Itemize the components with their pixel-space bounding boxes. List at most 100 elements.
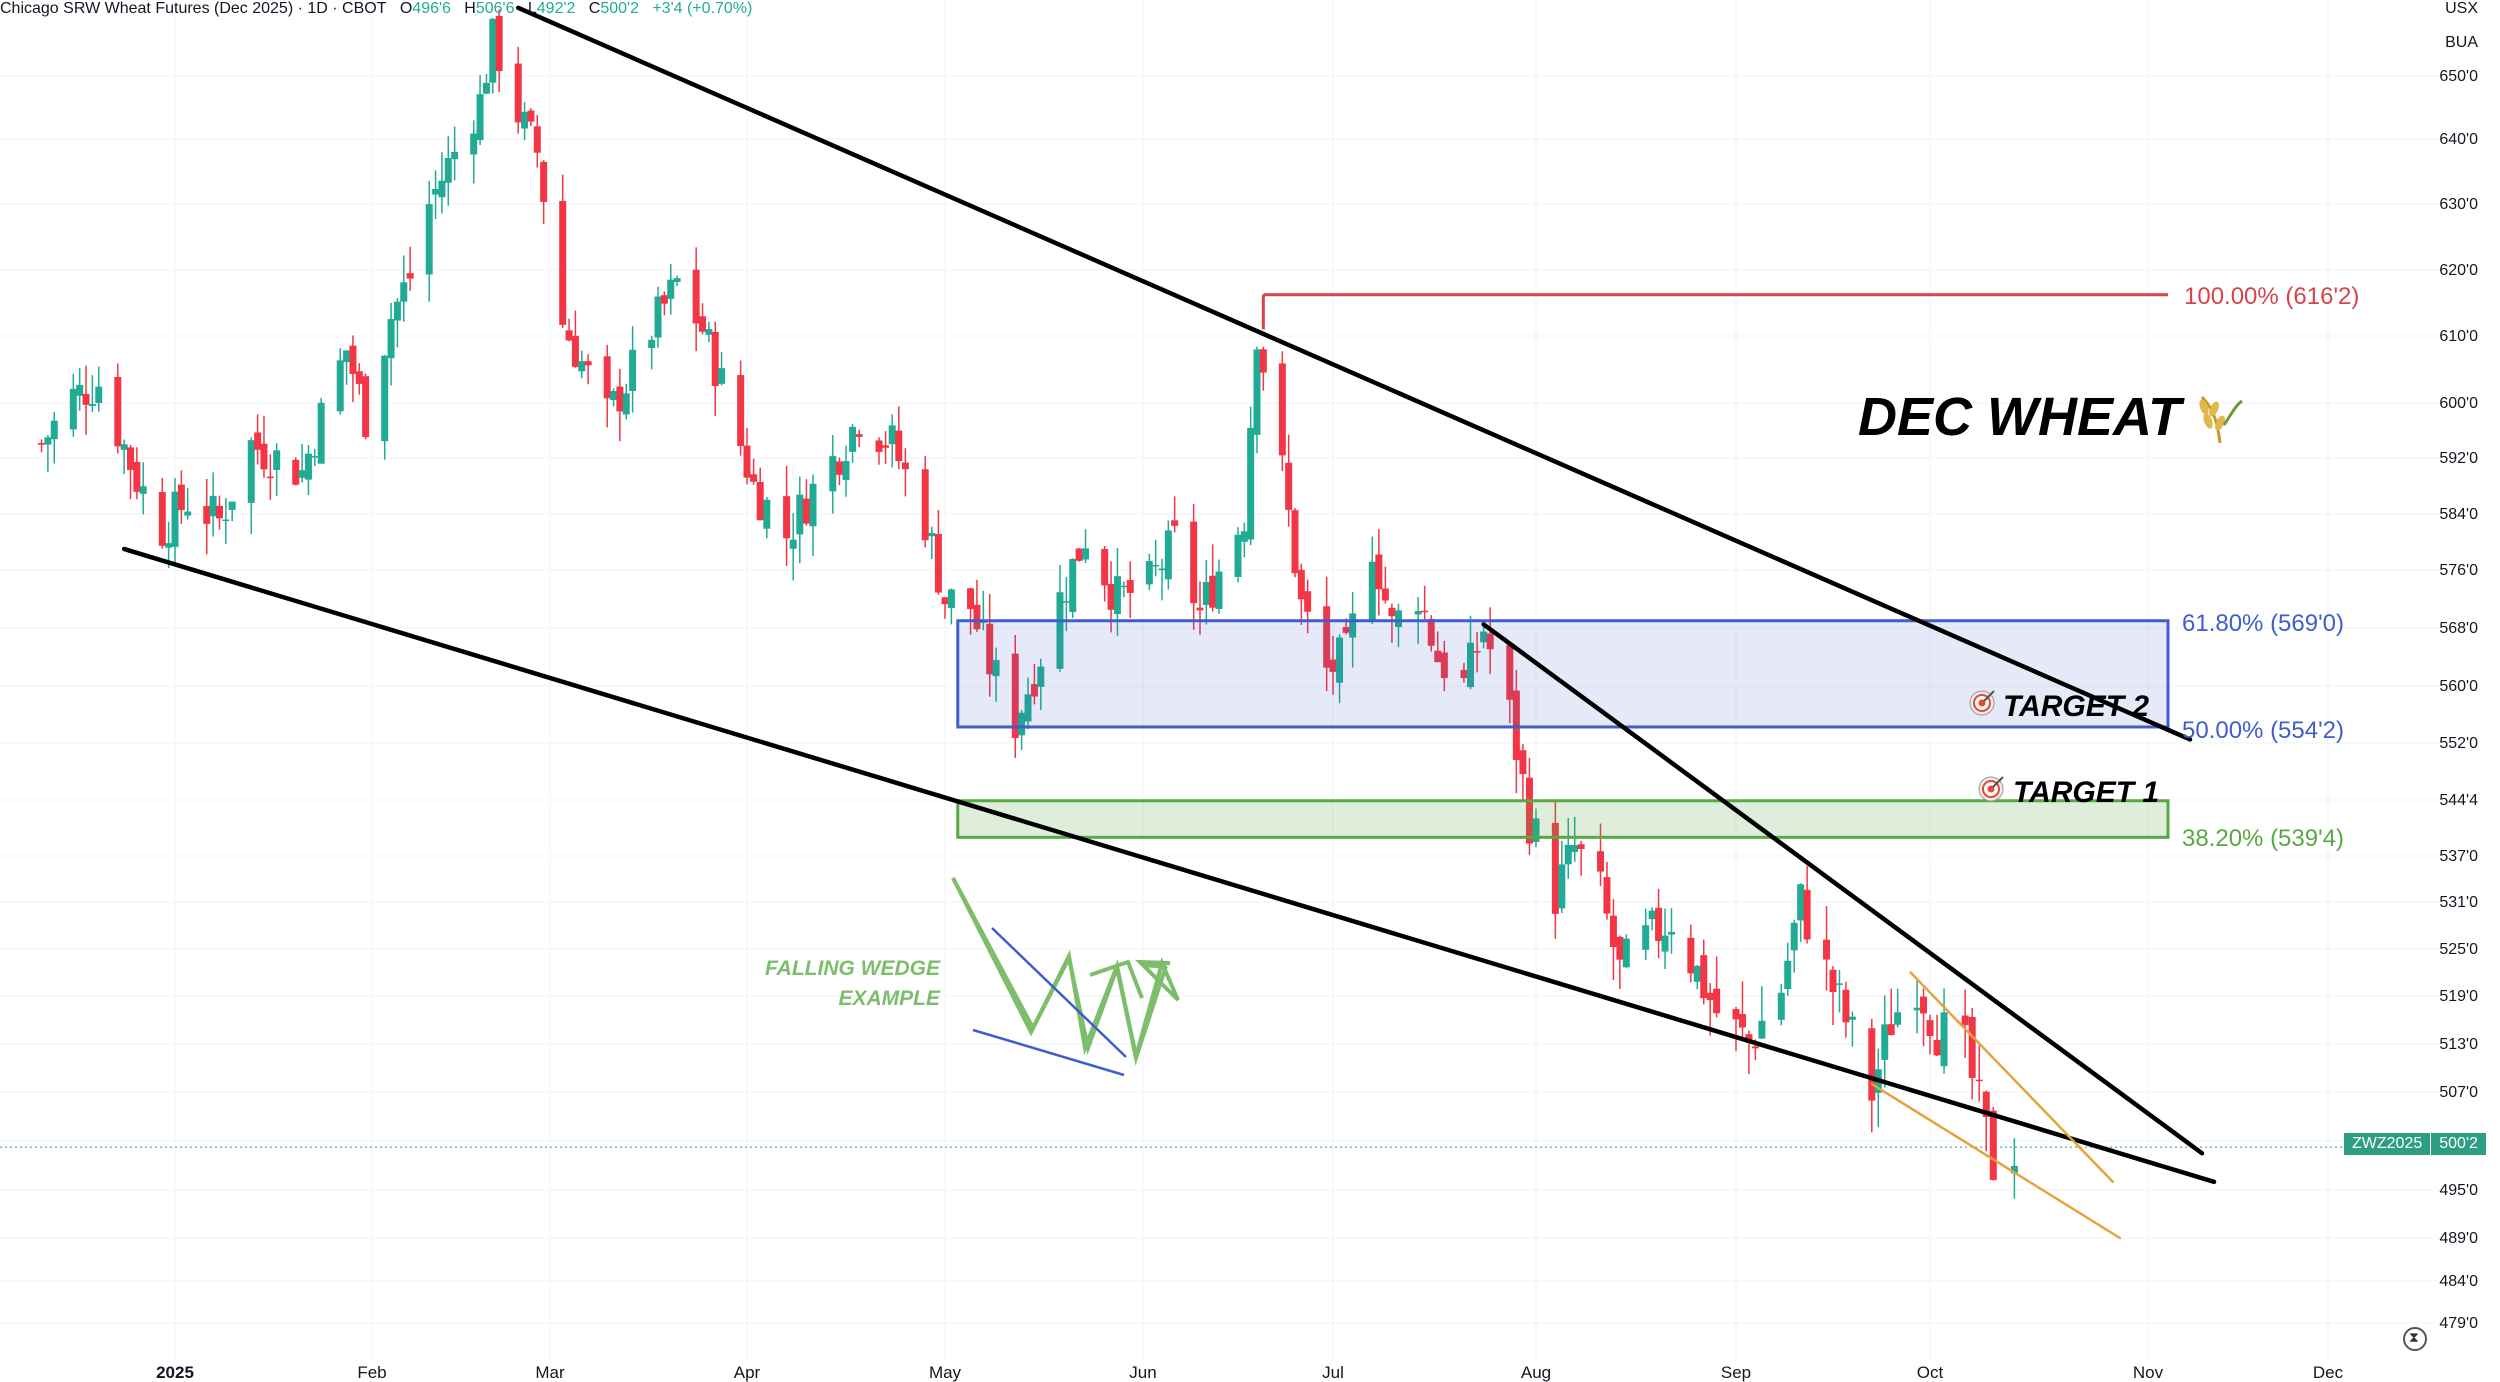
fib-618-label: 61.80% (569'0) xyxy=(2182,610,2344,637)
candle-body xyxy=(610,391,618,401)
timezone-clock-icon[interactable] xyxy=(2403,1327,2427,1351)
trendline-wedge-small-upper[interactable] xyxy=(1909,971,2115,1184)
price-tick-label: 630'0 xyxy=(2439,196,2478,213)
candle-body xyxy=(476,94,484,141)
candle-body xyxy=(1655,907,1663,941)
candle-body xyxy=(1609,915,1617,948)
candle-body xyxy=(1706,992,1714,1001)
candle-body xyxy=(1278,363,1286,456)
candle-body xyxy=(1018,712,1026,736)
candle-body xyxy=(349,345,357,375)
candle-body xyxy=(629,349,637,392)
candle-body xyxy=(381,355,389,442)
candle-body xyxy=(425,204,433,275)
trendline-upper-channel[interactable] xyxy=(515,5,2193,742)
candle-body xyxy=(928,532,936,537)
candle-body xyxy=(304,453,312,480)
candle-body xyxy=(387,318,395,359)
candle-body xyxy=(1388,607,1396,617)
candle-body xyxy=(120,444,128,450)
price-tick-label: 479'0 xyxy=(2439,1315,2478,1332)
candle-body xyxy=(1145,561,1153,585)
candle-body xyxy=(1687,937,1695,974)
trendline-wedge-small-lower[interactable] xyxy=(1870,1082,2122,1240)
target-1-label: TARGET 1 xyxy=(1978,776,2159,809)
close-value: 500'2 xyxy=(600,0,639,17)
candle-body xyxy=(1989,1110,1997,1180)
candle-body xyxy=(1101,548,1109,586)
candle-body xyxy=(1152,564,1160,567)
candle-body xyxy=(1473,651,1481,653)
candle-body xyxy=(260,443,268,470)
svg-text:TARGET 2: TARGET 2 xyxy=(2003,690,2149,723)
high-label: H xyxy=(464,0,476,17)
wedge-example-upper-line xyxy=(991,927,1127,1058)
candle-body xyxy=(1062,601,1070,603)
candle-body xyxy=(1961,1015,1969,1026)
candle-body xyxy=(1926,1020,1934,1037)
price-tick-label: 513'0 xyxy=(2439,1036,2478,1053)
candle-body xyxy=(616,386,624,412)
candle-body xyxy=(540,161,548,202)
candle-body xyxy=(578,361,586,372)
price-tick-label: 576'0 xyxy=(2439,562,2478,579)
candle-body xyxy=(1107,584,1115,610)
time-tick-label: Aug xyxy=(1521,1363,1551,1382)
candle-body xyxy=(1732,1009,1740,1020)
fib-382-label: 38.20% (539'4) xyxy=(2182,825,2344,852)
candle-body xyxy=(1784,960,1792,990)
candle-body xyxy=(1713,988,1721,1014)
trendline-lower-channel[interactable] xyxy=(121,546,2217,1185)
candle-body xyxy=(209,495,217,517)
candle-body xyxy=(1577,844,1585,850)
candle-body xyxy=(648,339,656,349)
candle-body xyxy=(1164,530,1172,580)
candle-body xyxy=(1982,1091,1990,1117)
low-value: 492'2 xyxy=(536,0,576,17)
candle-body xyxy=(1323,606,1331,668)
price-tick-label: 640'0 xyxy=(2439,131,2478,148)
candle-body xyxy=(1297,569,1305,600)
candle-body xyxy=(88,404,96,406)
candle-body xyxy=(1349,613,1357,638)
candle-body xyxy=(1868,1028,1876,1101)
candle-body xyxy=(1667,931,1675,935)
price-tick-label: 584'0 xyxy=(2439,506,2478,523)
candle-body xyxy=(495,15,503,72)
candle-body xyxy=(451,151,459,160)
candle-body xyxy=(1519,750,1527,775)
candle-body xyxy=(1190,521,1198,604)
candle-body xyxy=(1427,618,1435,646)
candle-body xyxy=(750,474,758,482)
time-tick-label: Jul xyxy=(1322,1363,1344,1382)
candle-body xyxy=(763,499,771,529)
candle-body xyxy=(362,376,370,438)
candle-body xyxy=(1285,462,1293,510)
price-tick-label: 650'0 xyxy=(2439,68,2478,85)
candle-body xyxy=(2010,1165,2018,1174)
candle-body xyxy=(1056,592,1064,669)
trendline-wedge-upper[interactable] xyxy=(1481,622,2205,1156)
change-value: +3'4 (+0.70%) xyxy=(652,0,753,17)
candle-body xyxy=(1551,822,1559,914)
candle-body xyxy=(489,18,497,83)
close-label: C xyxy=(588,0,601,17)
fib-zones xyxy=(956,293,2170,839)
candle-body xyxy=(737,375,745,447)
candle-body xyxy=(1887,1024,1895,1036)
time-tick-label: Dec xyxy=(2313,1363,2344,1382)
time-tick-label: Mar xyxy=(535,1363,565,1382)
wheat-icon xyxy=(2199,395,2243,444)
candle-body xyxy=(901,462,909,470)
candle-body xyxy=(718,368,726,384)
candle-body xyxy=(114,376,122,447)
candle-body xyxy=(584,361,592,366)
wedge-example-label-line2: EXAMPLE xyxy=(838,987,941,1010)
candle-body xyxy=(571,335,579,367)
candle-body xyxy=(1797,884,1805,921)
candle-body xyxy=(973,604,981,630)
candle-body xyxy=(222,519,230,522)
candle-body xyxy=(829,456,837,492)
candle-body xyxy=(1394,610,1402,627)
